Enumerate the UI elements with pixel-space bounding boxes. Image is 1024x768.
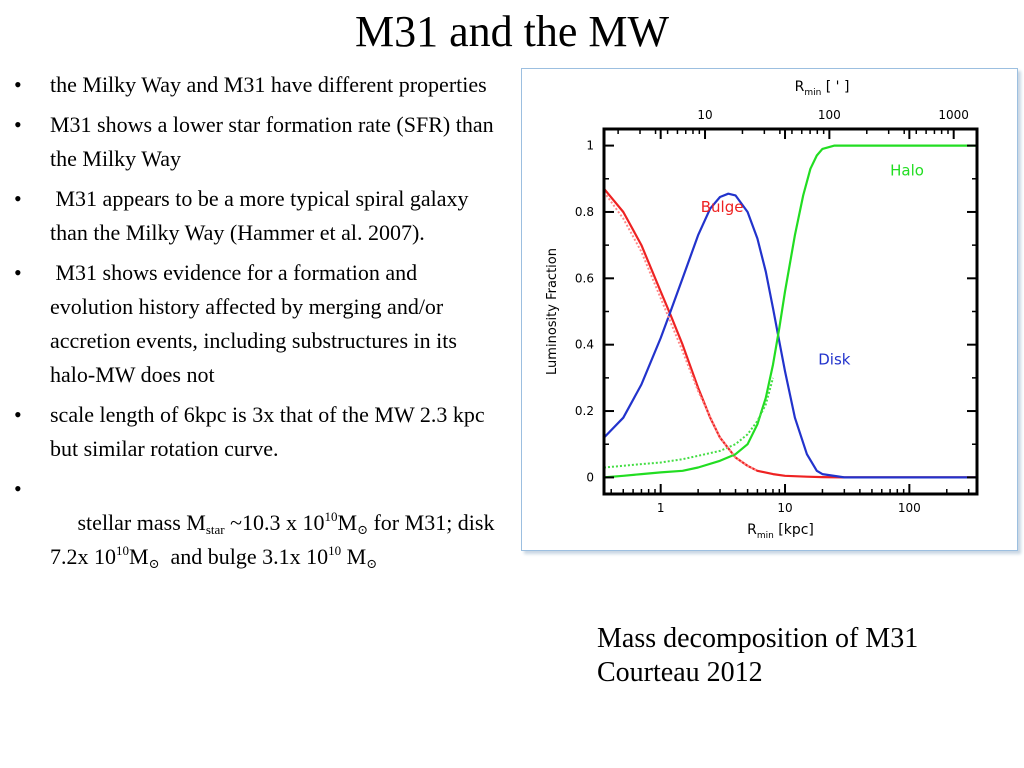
- mass-text: M: [337, 510, 358, 535]
- bullet-text: the Milky Way and M31 have different pro…: [50, 72, 487, 97]
- y-tick-label: 0: [586, 470, 594, 484]
- mass-text: M: [129, 544, 149, 569]
- y-tick-label: 0.4: [575, 338, 594, 352]
- series-line-dotted: [603, 377, 774, 469]
- mass-text: stellar mass M: [72, 510, 206, 535]
- series-layer: [603, 144, 977, 479]
- series-line-bulge: [603, 187, 977, 479]
- y-tick-label: 0.8: [575, 205, 594, 219]
- x-tick-label: 1: [657, 501, 665, 515]
- top-tick-label: 10: [697, 108, 712, 122]
- bullet-symbol: •: [14, 112, 22, 137]
- exponent: 10: [324, 509, 338, 524]
- slide-title: M31 and the MW: [354, 7, 670, 56]
- sun-symbol: ⊙: [366, 556, 378, 571]
- x-axis-title: Rmin [kpc]: [747, 522, 814, 541]
- y-tick-label: 0.6: [575, 271, 594, 285]
- y-axis-title: Luminosity Fraction: [545, 248, 560, 375]
- exponent: 10: [328, 543, 342, 558]
- top-tick-label: 100: [818, 108, 841, 122]
- luminosity-fraction-chart: 1 10 100 10 100 1000 0 0.2 0.4 0.6 0.8 1 Rmin [kpc] R…: [545, 79, 979, 541]
- top-tick-label: 1000: [938, 108, 969, 122]
- sun-symbol: ⊙: [357, 522, 368, 537]
- series-label-disk: Disk: [818, 351, 851, 369]
- bullet-item: • scale length of 6kpc is 3x that of the…: [14, 398, 504, 466]
- label-layer: 1 10 100 10 100 1000 0 0.2 0.4 0.6 0.8 1 Rmin [kpc] R…: [545, 79, 969, 541]
- chart-figure: 1 10 100 10 100 1000 0 0.2 0.4 0.6 0.8 1 Rmin [kpc] R…: [521, 68, 1018, 551]
- mass-text: M: [341, 544, 367, 569]
- bullet-text: M31 shows a lower star formation rate (S…: [50, 112, 494, 171]
- top-axis-title: Rmin [ ' ]: [795, 79, 850, 98]
- bullet-symbol: •: [14, 402, 22, 427]
- sun-symbol: ⊙: [148, 556, 160, 571]
- series-label-halo: Halo: [890, 161, 924, 179]
- bullet-item: • M31 appears to be a more typical spira…: [14, 182, 504, 250]
- bullet-item: • M31 shows evidence for a formation and…: [14, 256, 504, 392]
- y-tick-label: 1: [586, 139, 594, 153]
- tick-layer: [604, 129, 977, 494]
- series-line-disk: [603, 192, 977, 479]
- exponent: 10: [116, 543, 129, 558]
- bullet-symbol: •: [14, 476, 22, 501]
- plot-frame: [602, 127, 979, 496]
- bullet-item-stellar-mass: • stellar mass Mstar ~10.3 x 1010M⊙ for …: [14, 472, 504, 608]
- mass-text: ~10.3 x 10: [224, 510, 325, 535]
- x-tick-label: 10: [777, 501, 792, 515]
- caption-line-1: Mass decomposition of M31: [597, 623, 919, 654]
- bullet-item: • M31 shows a lower star formation rate …: [14, 108, 504, 176]
- series-line-halo: [603, 144, 977, 479]
- bullet-text: M31 shows evidence for a formation and e…: [50, 260, 463, 387]
- figure-caption: Mass decomposition of M31 Courteau 2012: [597, 622, 1017, 690]
- bullet-text: scale length of 6kpc is 3x that of the M…: [50, 402, 485, 461]
- y-tick-label: 0.2: [575, 404, 594, 418]
- series-line-dotted: [603, 191, 758, 472]
- bullet-text: M31 appears to be a more typical spiral …: [50, 186, 474, 245]
- bullet-symbol: •: [14, 72, 22, 97]
- bullet-symbol: •: [14, 260, 22, 285]
- series-label-bulge: Bulge: [701, 198, 744, 216]
- star-subscript: star: [205, 522, 225, 537]
- mass-text: and bulge 3.1x 10: [159, 544, 329, 569]
- bullet-item: • the Milky Way and M31 have different p…: [14, 68, 504, 102]
- bullet-symbol: •: [14, 186, 22, 211]
- mass-text: for M31; disk 7.2x 10: [50, 510, 500, 569]
- caption-line-2: Courteau 2012: [597, 657, 763, 688]
- bullet-list: • the Milky Way and M31 have different p…: [14, 68, 504, 614]
- x-tick-label: 100: [898, 501, 921, 515]
